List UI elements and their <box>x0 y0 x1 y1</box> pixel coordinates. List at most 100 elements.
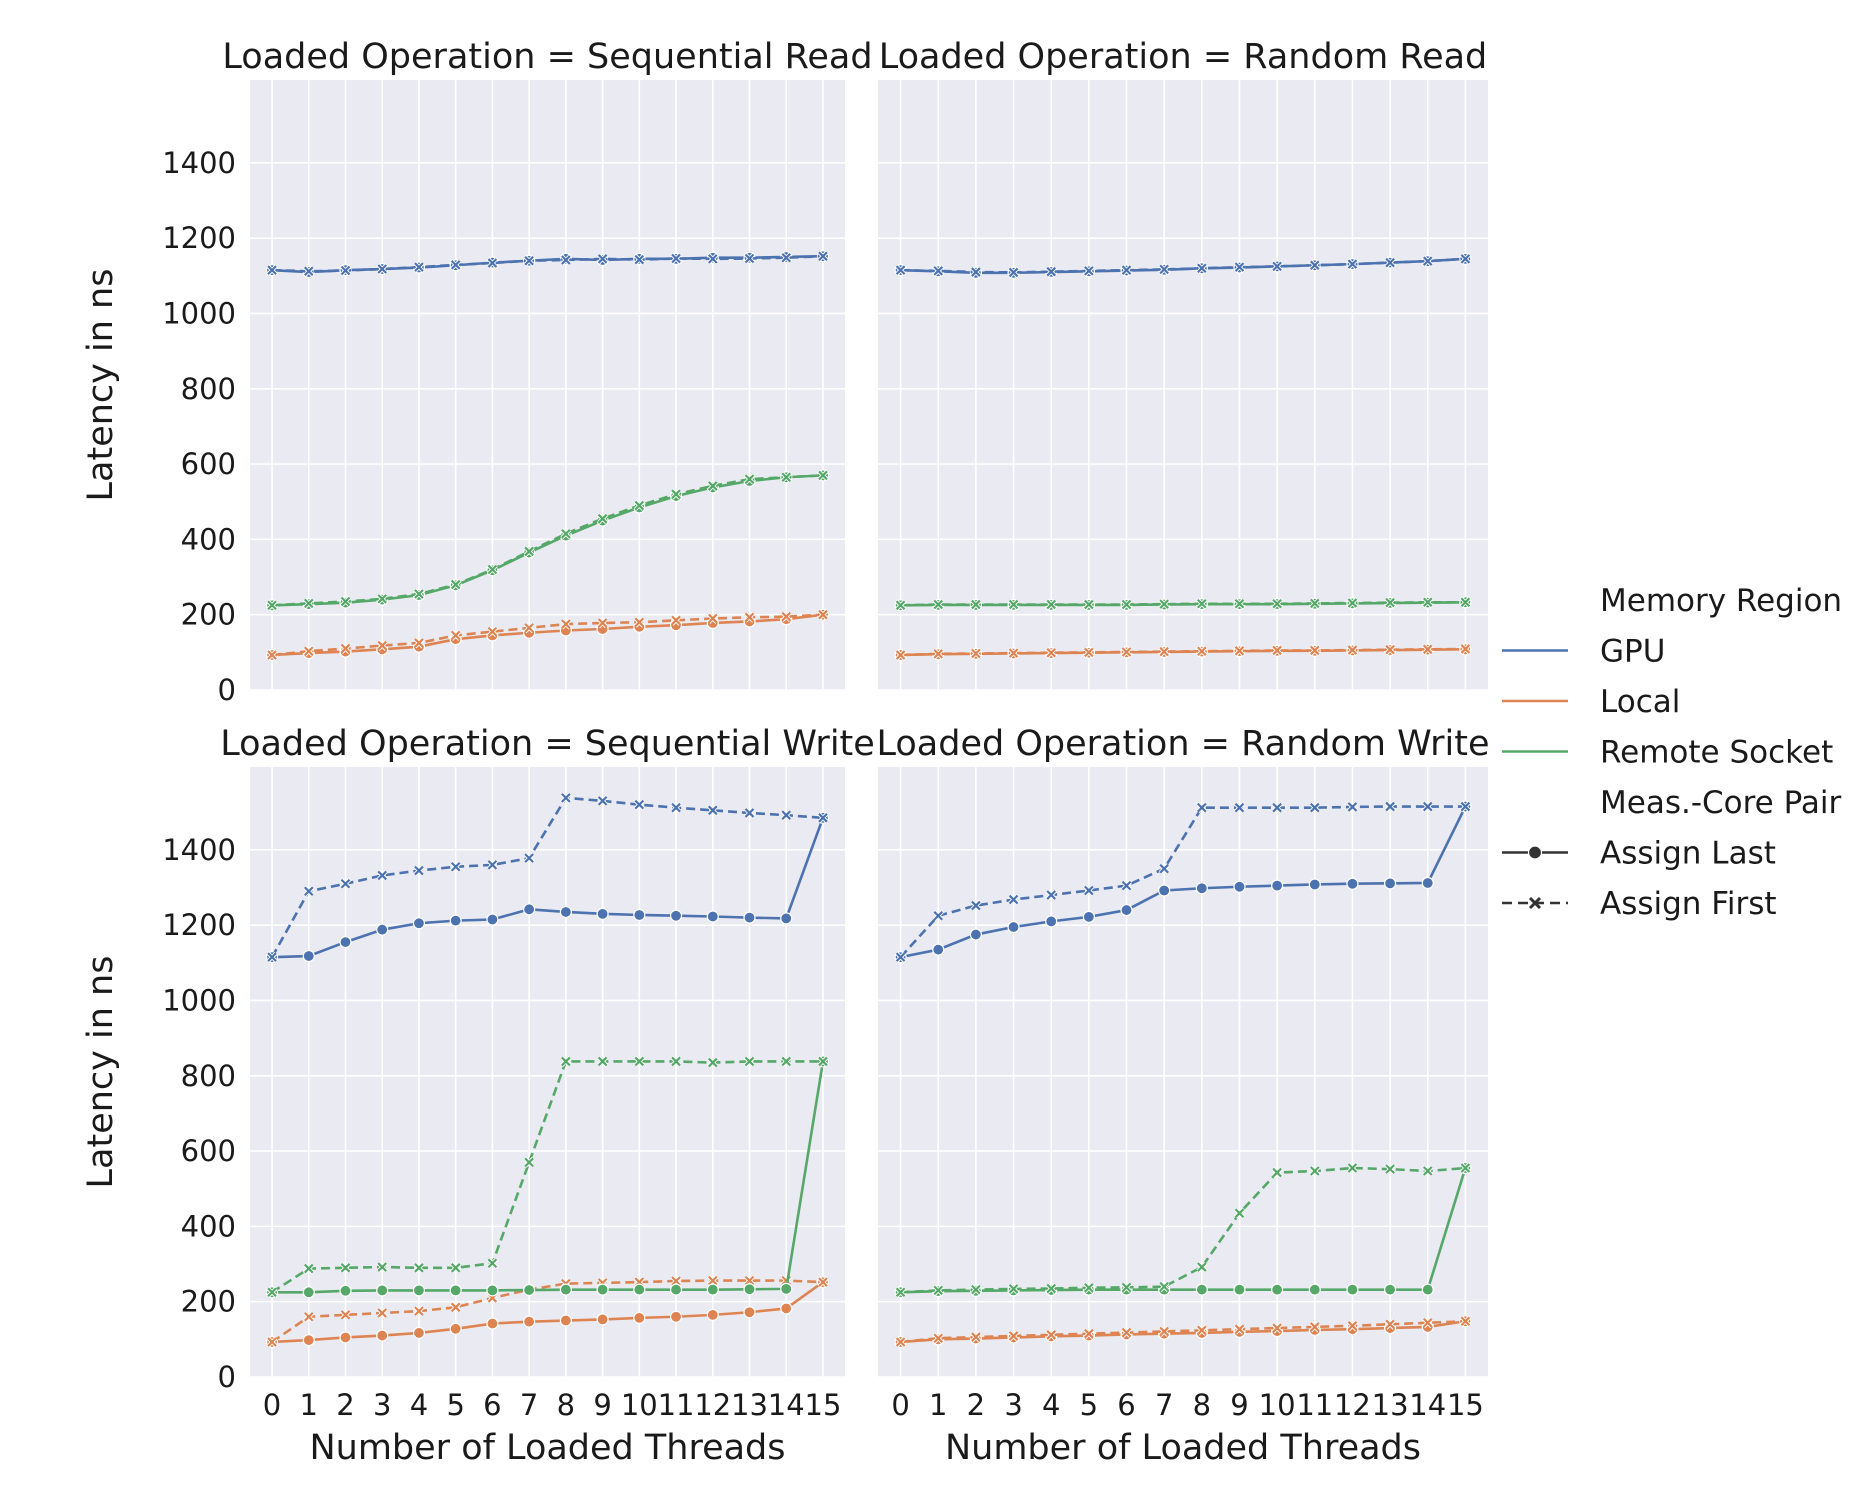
data-point <box>970 900 982 911</box>
data-point <box>1196 802 1208 814</box>
panel-1: Loaded Operation = Sequential Read 0 200 40… <box>81 37 873 707</box>
series-local-assign-first <box>895 1315 1471 1348</box>
data-point <box>1234 261 1245 273</box>
data-point <box>895 951 907 963</box>
series-line <box>900 600 1466 607</box>
data-point <box>1422 801 1434 812</box>
legend-item-local: Local <box>1502 684 1680 720</box>
data-point <box>1082 910 1095 923</box>
data-point <box>597 795 609 807</box>
data-point <box>633 1311 646 1324</box>
data-point <box>1045 889 1057 901</box>
data-point <box>707 1057 719 1069</box>
data-point <box>266 1336 278 1348</box>
data-point <box>486 626 498 638</box>
x-tick-label: 4 <box>1042 1388 1060 1422</box>
data-point <box>1045 1329 1057 1341</box>
y-tick-label: 600 <box>181 1134 236 1168</box>
data-point <box>932 943 945 956</box>
data-point <box>817 1056 829 1067</box>
data-point <box>450 259 462 271</box>
data-point <box>1309 1321 1321 1333</box>
data-point <box>1271 645 1283 656</box>
data-point <box>706 910 719 923</box>
panel-title: Loaded Operation = Random Read <box>879 37 1488 77</box>
data-point <box>1234 802 1245 814</box>
data-point <box>450 1301 462 1313</box>
data-point <box>340 596 351 607</box>
x-tick-label: 9 <box>1230 1388 1248 1422</box>
series-line <box>900 1166 1466 1294</box>
data-point <box>895 599 907 611</box>
data-point <box>744 1056 755 1067</box>
data-point <box>376 263 388 275</box>
series-line <box>900 805 1467 959</box>
panel-2: Loaded Operation = Random Read <box>878 37 1488 691</box>
x-tick-label: 6 <box>1117 1388 1135 1422</box>
data-point <box>340 1262 351 1274</box>
data-point <box>376 1329 389 1342</box>
y-axis-label: Latency in ns <box>81 956 121 1189</box>
data-point <box>1158 884 1171 897</box>
data-point <box>413 261 425 273</box>
x-tick-label: 3 <box>373 1388 391 1422</box>
y-tick-label: 1400 <box>162 146 236 180</box>
data-point <box>1308 878 1321 891</box>
data-point <box>303 885 315 897</box>
data-point <box>670 1275 682 1287</box>
data-point <box>1083 1282 1095 1294</box>
data-point <box>340 643 351 654</box>
data-point <box>1121 1281 1132 1293</box>
data-point <box>560 1056 572 1067</box>
series-line <box>900 1319 1466 1344</box>
x-tick-label: 8 <box>557 1388 575 1422</box>
data-point <box>895 1336 907 1348</box>
data-point <box>932 1284 944 1296</box>
data-point <box>1196 645 1208 657</box>
x-tick-label: 8 <box>1193 1388 1211 1422</box>
series-remote-socket-assign-first <box>266 1056 829 1298</box>
plot-background <box>250 767 845 1377</box>
data-point <box>780 1056 792 1067</box>
data-point <box>1195 882 1208 895</box>
data-point <box>633 799 645 811</box>
legend-item-remote-socket: Remote Socket <box>1502 735 1833 771</box>
data-point <box>1045 266 1057 278</box>
data-point <box>449 1322 462 1335</box>
data-point <box>376 1261 388 1273</box>
data-point <box>1121 880 1132 892</box>
data-point <box>670 253 682 264</box>
data-point <box>486 1284 499 1297</box>
data-point <box>744 611 755 623</box>
series-line <box>271 613 824 657</box>
data-point <box>1007 920 1020 934</box>
x-tick-label: 5 <box>446 1388 464 1422</box>
data-point <box>1196 262 1208 274</box>
x-tick-label: 7 <box>1155 1388 1173 1422</box>
data-point <box>1309 645 1321 656</box>
data-point <box>596 1283 609 1296</box>
data-point <box>1158 863 1170 875</box>
legend-label: Local <box>1600 684 1680 720</box>
legend-label: Assign Last <box>1600 836 1776 872</box>
data-point <box>340 265 351 276</box>
data-point <box>597 617 609 629</box>
legend-title-core-pair: Meas.-Core Pair <box>1600 785 1842 821</box>
series-gpu-assign-first <box>266 250 829 277</box>
data-point <box>1045 599 1057 610</box>
data-point <box>670 614 682 626</box>
data-point <box>1421 876 1434 890</box>
y-tick-label: 1200 <box>162 221 236 255</box>
data-point <box>1233 1283 1246 1296</box>
x-tick-label: 5 <box>1080 1388 1098 1422</box>
data-point <box>780 912 793 925</box>
data-point <box>1384 801 1396 812</box>
data-point <box>780 809 792 821</box>
data-point <box>1309 1165 1321 1177</box>
data-point <box>633 908 646 922</box>
series-line <box>272 1061 825 1294</box>
data-point <box>1309 802 1321 814</box>
data-point <box>413 637 425 649</box>
gridlines <box>878 80 1488 691</box>
